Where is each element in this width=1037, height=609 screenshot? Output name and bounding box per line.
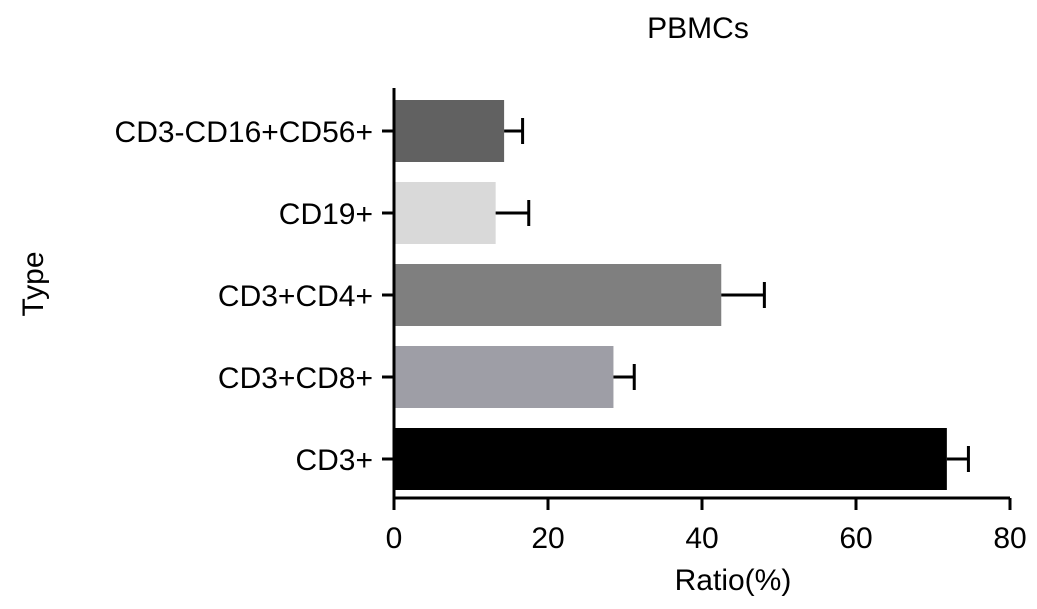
y-axis-label: Type bbox=[17, 251, 50, 316]
x-tick-label: 40 bbox=[685, 522, 718, 555]
y-tick-label: CD3+CD4+ bbox=[218, 280, 373, 313]
bar bbox=[394, 428, 947, 490]
error-bars-group bbox=[495, 118, 970, 472]
bar bbox=[394, 264, 722, 326]
x-tick-label: 60 bbox=[839, 522, 872, 555]
bars-group bbox=[394, 100, 947, 490]
y-tick-label: CD3+CD8+ bbox=[218, 362, 373, 395]
x-tick-label: 0 bbox=[386, 522, 403, 555]
x-axis-label: Ratio(%) bbox=[675, 564, 792, 597]
y-ticks-group: CD3-CD16+CD56+ CD19+ CD3+CD4+ CD3+CD8+ CD3+ bbox=[115, 116, 394, 477]
y-tick-label: CD19+ bbox=[279, 198, 373, 231]
chart-title: PBMCs bbox=[647, 12, 749, 45]
bar bbox=[394, 346, 614, 408]
x-tick-label: 20 bbox=[531, 522, 564, 555]
x-ticks-group: 0 20 40 60 80 bbox=[386, 498, 1027, 555]
bar bbox=[394, 100, 505, 162]
x-tick-label: 80 bbox=[993, 522, 1026, 555]
bar bbox=[394, 182, 496, 244]
y-tick-label: CD3+ bbox=[295, 444, 373, 477]
y-tick-label: CD3-CD16+CD56+ bbox=[115, 116, 373, 149]
